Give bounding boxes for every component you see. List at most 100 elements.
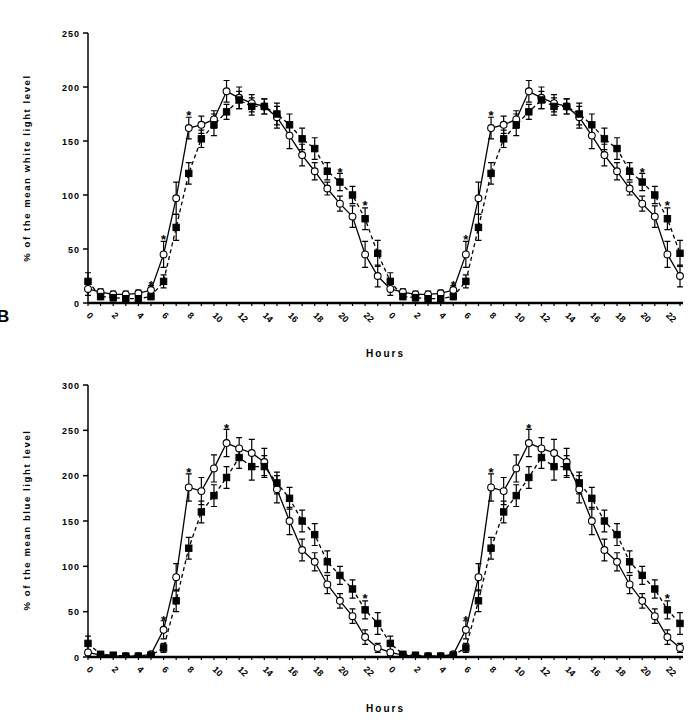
error-bar <box>551 95 557 112</box>
error-bar <box>337 566 343 584</box>
error-bar <box>362 241 368 267</box>
x-tick-label: 0 <box>85 664 96 675</box>
x-tick <box>339 303 340 306</box>
x-tick <box>415 303 416 306</box>
x-tick <box>629 303 630 306</box>
x-tick <box>616 657 617 660</box>
error-bar <box>425 295 431 301</box>
error-bar <box>249 98 255 115</box>
error-bar <box>601 510 607 532</box>
error-bar <box>261 99 267 114</box>
marker <box>286 518 293 525</box>
x-tick-label: 2 <box>412 310 423 321</box>
x-tick <box>251 303 252 306</box>
x-tick <box>579 303 580 306</box>
x-tick-label: 6 <box>462 310 473 321</box>
x-tick <box>440 657 441 660</box>
marker <box>652 586 658 592</box>
y-tick-label: 100 <box>62 562 80 572</box>
x-tick-label: 20 <box>337 664 351 678</box>
x-tick-label: 18 <box>614 664 628 678</box>
x-tick <box>654 303 655 306</box>
annotation: * <box>640 165 646 180</box>
marker <box>337 200 344 207</box>
error-bar <box>337 196 343 211</box>
error-bar <box>639 196 645 211</box>
marker <box>85 278 91 284</box>
x-tick <box>176 657 177 660</box>
x-tick <box>465 303 466 306</box>
marker <box>626 185 633 192</box>
figure: 0501001502002500246810121416182022024681… <box>0 0 696 723</box>
error-bar <box>299 539 305 561</box>
x-tick-label: 12 <box>538 664 552 678</box>
marker <box>437 653 444 657</box>
error-bar <box>589 487 595 509</box>
marker <box>387 649 394 656</box>
error-bar <box>173 590 179 612</box>
marker <box>362 634 369 641</box>
marker <box>223 440 230 447</box>
x-tick <box>302 657 303 660</box>
x-tick <box>276 657 277 660</box>
error-bar <box>475 182 481 214</box>
error-bar <box>299 128 305 150</box>
x-tick <box>503 657 504 660</box>
plot-area <box>85 81 684 302</box>
marker <box>526 109 532 115</box>
error-bar <box>312 163 318 180</box>
chart: B050100150200250300024681012141618202202… <box>0 307 683 714</box>
x-tick <box>553 303 554 306</box>
error-bar <box>173 564 179 591</box>
error-bar <box>324 551 330 573</box>
marker <box>148 652 154 657</box>
error-bar <box>412 294 418 300</box>
y-tick <box>83 611 88 613</box>
marker <box>488 125 495 132</box>
x-tick <box>188 657 189 660</box>
annotation: * <box>665 198 671 213</box>
x-tick <box>616 303 617 306</box>
marker <box>538 97 544 103</box>
error-bar <box>601 128 607 150</box>
error-bar <box>614 163 620 180</box>
marker <box>576 111 582 117</box>
marker <box>374 273 381 280</box>
marker <box>249 103 255 109</box>
x-tick-label: 2 <box>110 310 121 321</box>
marker <box>337 597 344 604</box>
error-bar <box>224 104 230 119</box>
x-tick <box>239 303 240 306</box>
marker <box>85 640 91 646</box>
marker <box>551 450 558 457</box>
error-bar <box>677 240 683 266</box>
marker <box>198 488 205 495</box>
marker <box>639 200 646 207</box>
error-bar <box>173 214 179 240</box>
x-tick <box>163 303 164 306</box>
x-tick <box>264 303 265 306</box>
error-bar <box>135 295 141 301</box>
x-tick <box>516 657 517 660</box>
error-bar <box>538 87 544 109</box>
marker <box>85 286 92 293</box>
marker <box>173 224 179 230</box>
marker <box>110 653 117 657</box>
error-bar <box>198 130 204 147</box>
error-bar <box>249 453 255 480</box>
error-bar <box>664 630 670 645</box>
y-tick-label: 0 <box>74 653 80 663</box>
marker <box>437 295 443 301</box>
marker <box>538 445 545 452</box>
marker <box>450 293 456 299</box>
marker <box>123 653 129 657</box>
marker <box>626 559 632 565</box>
x-tick <box>327 303 328 306</box>
x-tick-label: 8 <box>488 664 499 675</box>
x-tick-label: 16 <box>588 310 602 324</box>
marker <box>400 293 406 299</box>
y-tick-label: 50 <box>68 607 80 617</box>
x-tick <box>201 657 202 660</box>
marker <box>525 440 532 447</box>
x-tick <box>188 303 189 306</box>
